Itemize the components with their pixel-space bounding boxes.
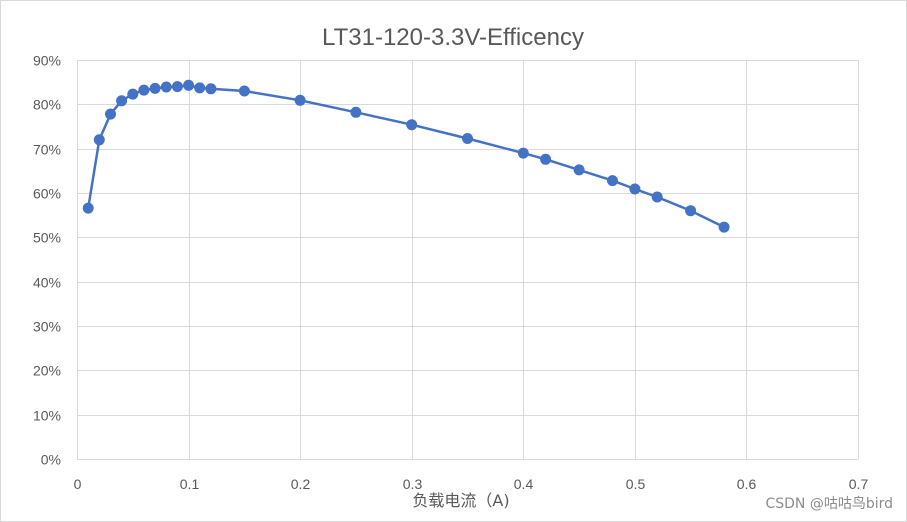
data-point: [685, 205, 697, 217]
y-tick-label: 20%: [33, 363, 61, 379]
x-tick-label: 0.6: [737, 476, 757, 492]
y-tick-label: 10%: [33, 408, 61, 424]
gridlines: [77, 60, 859, 460]
x-tick-label: 0.5: [626, 476, 646, 492]
data-point: [82, 202, 94, 214]
data-point: [116, 95, 128, 107]
x-tick-label: 0: [74, 476, 82, 492]
x-axis-title: 负载电流（A): [412, 491, 509, 510]
data-point: [138, 84, 150, 96]
x-tick-label: 0.1: [180, 476, 200, 492]
data-point: [462, 133, 473, 144]
data-point: [718, 221, 730, 233]
data-point: [294, 94, 306, 106]
data-point: [406, 119, 418, 131]
data-point: [573, 164, 585, 176]
data-point: [540, 153, 552, 165]
series-efficiency: [82, 79, 730, 233]
y-tick-label: 80%: [33, 97, 61, 113]
y-tick-label: 40%: [33, 275, 61, 291]
data-point: [149, 82, 161, 94]
data-point: [160, 81, 172, 93]
y-tick-label: 50%: [33, 230, 61, 246]
y-tick-label: 70%: [33, 142, 61, 158]
x-tick-label: 0.2: [291, 476, 311, 492]
y-tick-label: 30%: [33, 319, 61, 335]
data-point: [93, 134, 105, 146]
data-point: [194, 82, 206, 94]
y-tick-label: 0%: [41, 452, 61, 468]
data-point: [517, 147, 529, 159]
chart-title: LT31-120-3.3V-Efficency: [322, 24, 584, 51]
data-point: [205, 83, 217, 95]
data-point: [127, 88, 139, 100]
data-point: [629, 183, 641, 195]
data-point: [105, 108, 116, 120]
data-point: [607, 175, 618, 187]
data-point: [651, 191, 663, 203]
y-tick-label: 90%: [33, 53, 61, 69]
data-point: [238, 85, 250, 97]
watermark: CSDN @咕咕鸟bird: [765, 496, 893, 512]
data-point: [171, 81, 183, 93]
x-axis-ticks: 0 0.1 0.2 0.3 0.4 0.5 0.6 0.7: [74, 476, 869, 492]
data-point: [183, 79, 195, 91]
series-line: [86, 84, 726, 229]
y-tick-label: 60%: [33, 186, 61, 202]
x-tick-label: 0.4: [514, 476, 534, 492]
y-axis-ticks: 0% 10% 20% 30% 40% 50% 60% 70% 80% 90%: [33, 53, 61, 468]
x-tick-label: 0.3: [403, 476, 423, 492]
data-point: [350, 106, 362, 118]
x-tick-label: 0.7: [849, 476, 869, 492]
